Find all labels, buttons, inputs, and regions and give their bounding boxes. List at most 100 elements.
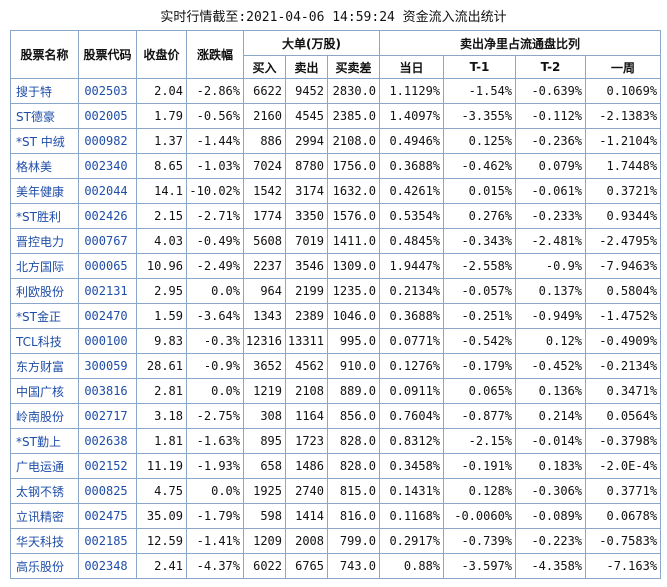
stock-code-link[interactable]: 000825 [78, 478, 137, 504]
stock-name-link[interactable]: *ST胜利 [10, 203, 79, 229]
stock-name-link[interactable]: *ST金正 [10, 303, 79, 329]
change-percent-cell: -1.41% [186, 528, 244, 554]
stock-code-link[interactable]: 002152 [78, 453, 137, 479]
ratio-day-cell: 0.1168% [379, 503, 445, 529]
stock-name-link[interactable]: 搜于特 [10, 78, 79, 104]
buy-volume-cell: 598 [243, 503, 286, 529]
sell-volume-cell: 2199 [285, 278, 328, 304]
change-percent-cell: 0.0% [186, 378, 244, 404]
stock-code-link[interactable]: 000065 [78, 253, 137, 279]
table-row: 中国广核 003816 2.81 0.0% 1219 2108 889.0 0.0911% 0.… [10, 378, 662, 404]
change-percent-cell: 0.0% [186, 278, 244, 304]
stock-name-link[interactable]: 立讯精密 [10, 503, 79, 529]
ratio-week-cell: 0.3721% [585, 178, 662, 204]
buy-volume-cell: 2160 [243, 103, 286, 129]
stock-code-link[interactable]: 002638 [78, 428, 137, 454]
stock-code-link[interactable]: 002044 [78, 178, 137, 204]
stock-code-link[interactable]: 002426 [78, 203, 137, 229]
stock-code-link[interactable]: 000767 [78, 228, 137, 254]
stock-name-link[interactable]: 利欧股份 [10, 278, 79, 304]
stock-name-link[interactable]: 美年健康 [10, 178, 79, 204]
ratio-week-cell: 0.9344% [585, 203, 662, 229]
net-diff-cell: 1235.0 [326, 278, 381, 304]
net-diff-cell: 1309.0 [326, 253, 381, 279]
stock-name-link[interactable]: 高乐股份 [10, 553, 79, 579]
net-diff-cell: 828.0 [326, 428, 381, 454]
stock-code-link[interactable]: 002470 [78, 303, 137, 329]
stock-code-link[interactable]: 002348 [78, 553, 137, 579]
stock-name-link[interactable]: 太钢不锈 [10, 478, 79, 504]
ratio-day-cell: 0.0771% [379, 328, 445, 354]
stock-name-link[interactable]: ST德豪 [10, 103, 79, 129]
stock-name-link[interactable]: TCL科技 [10, 328, 79, 354]
ratio-week-cell: 0.5804% [585, 278, 662, 304]
stock-name-link[interactable]: 晋控电力 [10, 228, 79, 254]
change-percent-cell: -0.49% [186, 228, 244, 254]
stock-name-link[interactable]: 北方国际 [10, 253, 79, 279]
ratio-t1-cell: -1.54% [443, 78, 517, 104]
ratio-day-cell: 0.3688% [379, 153, 445, 179]
ratio-t2-cell: -0.233% [515, 203, 587, 229]
ratio-t2-cell: -0.236% [515, 128, 587, 154]
stock-name-link[interactable]: 格林美 [10, 153, 79, 179]
table-row: TCL科技 000100 9.83 -0.3% 12316 13311 995.0 0.077… [10, 328, 662, 354]
stock-name-link[interactable]: *ST勤上 [10, 428, 79, 454]
stock-code-link[interactable]: 002475 [78, 503, 137, 529]
table-row: *ST 中绒 000982 1.37 -1.44% 886 2994 2108.0 0.494… [10, 128, 662, 154]
close-price-cell: 8.65 [136, 153, 187, 179]
stock-name-link[interactable]: 华天科技 [10, 528, 79, 554]
stock-code-link[interactable]: 002005 [78, 103, 137, 129]
close-price-cell: 28.61 [136, 353, 187, 379]
stock-code-link[interactable]: 002340 [78, 153, 137, 179]
change-percent-cell: -10.02% [186, 178, 244, 204]
table-row: 华天科技 002185 12.59 -1.41% 1209 2008 799.0 0.2917… [10, 528, 662, 554]
ratio-week-cell: 1.7448% [585, 153, 662, 179]
buy-volume-cell: 7024 [243, 153, 286, 179]
ratio-t2-cell: -0.306% [515, 478, 587, 504]
ratio-t2-cell: 0.137% [515, 278, 587, 304]
ratio-week-cell: -1.4752% [585, 303, 662, 329]
stock-name-link[interactable]: 岭南股份 [10, 403, 79, 429]
ratio-t2-cell: 0.12% [515, 328, 587, 354]
header-change: 涨跌幅 [186, 30, 244, 79]
stock-code-link[interactable]: 002717 [78, 403, 137, 429]
ratio-day-cell: 0.2917% [379, 528, 445, 554]
close-price-cell: 1.81 [136, 428, 187, 454]
stock-code-link[interactable]: 002131 [78, 278, 137, 304]
close-price-cell: 35.09 [136, 503, 187, 529]
change-percent-cell: -2.75% [186, 403, 244, 429]
stock-name-link[interactable]: 广电运通 [10, 453, 79, 479]
stock-code-link[interactable]: 003816 [78, 378, 137, 404]
change-percent-cell: -0.3% [186, 328, 244, 354]
sell-volume-cell: 1486 [285, 453, 328, 479]
ratio-week-cell: -7.9463% [585, 253, 662, 279]
stock-code-link[interactable]: 300059 [78, 353, 137, 379]
ratio-week-cell: -1.2104% [585, 128, 662, 154]
change-percent-cell: -0.56% [186, 103, 244, 129]
change-percent-cell: -2.86% [186, 78, 244, 104]
change-percent-cell: -3.64% [186, 303, 244, 329]
fund-flow-table: 股票名称 股票代码 收盘价 涨跌幅 大单(万股) 卖出净里占流通盘比列 买入 卖… [10, 30, 662, 579]
table-row: 北方国际 000065 10.96 -2.49% 2237 3546 1309.0 1.944… [10, 253, 662, 279]
ratio-t1-cell: -3.597% [443, 553, 517, 579]
stock-name-link[interactable]: 东方财富 [10, 353, 79, 379]
close-price-cell: 10.96 [136, 253, 187, 279]
ratio-week-cell: 0.3771% [585, 478, 662, 504]
stock-name-link[interactable]: 中国广核 [10, 378, 79, 404]
stock-code-link[interactable]: 002185 [78, 528, 137, 554]
stock-code-link[interactable]: 000982 [78, 128, 137, 154]
ratio-day-cell: 0.2134% [379, 278, 445, 304]
stock-name-link[interactable]: *ST 中绒 [10, 128, 79, 154]
ratio-day-cell: 0.4845% [379, 228, 445, 254]
ratio-t1-cell: 0.125% [443, 128, 517, 154]
table-row: *ST金正 002470 1.59 -3.64% 1343 2389 1046.0 0.368… [10, 303, 662, 329]
close-price-cell: 1.37 [136, 128, 187, 154]
ratio-t2-cell: -0.014% [515, 428, 587, 454]
stock-code-link[interactable]: 000100 [78, 328, 137, 354]
ratio-t1-cell: -0.179% [443, 353, 517, 379]
sell-volume-cell: 9452 [285, 78, 328, 104]
ratio-day-cell: 0.0911% [379, 378, 445, 404]
stock-code-link[interactable]: 002503 [78, 78, 137, 104]
table-row: 立讯精密 002475 35.09 -1.79% 598 1414 816.0 0.1168%… [10, 503, 662, 529]
close-price-cell: 1.79 [136, 103, 187, 129]
